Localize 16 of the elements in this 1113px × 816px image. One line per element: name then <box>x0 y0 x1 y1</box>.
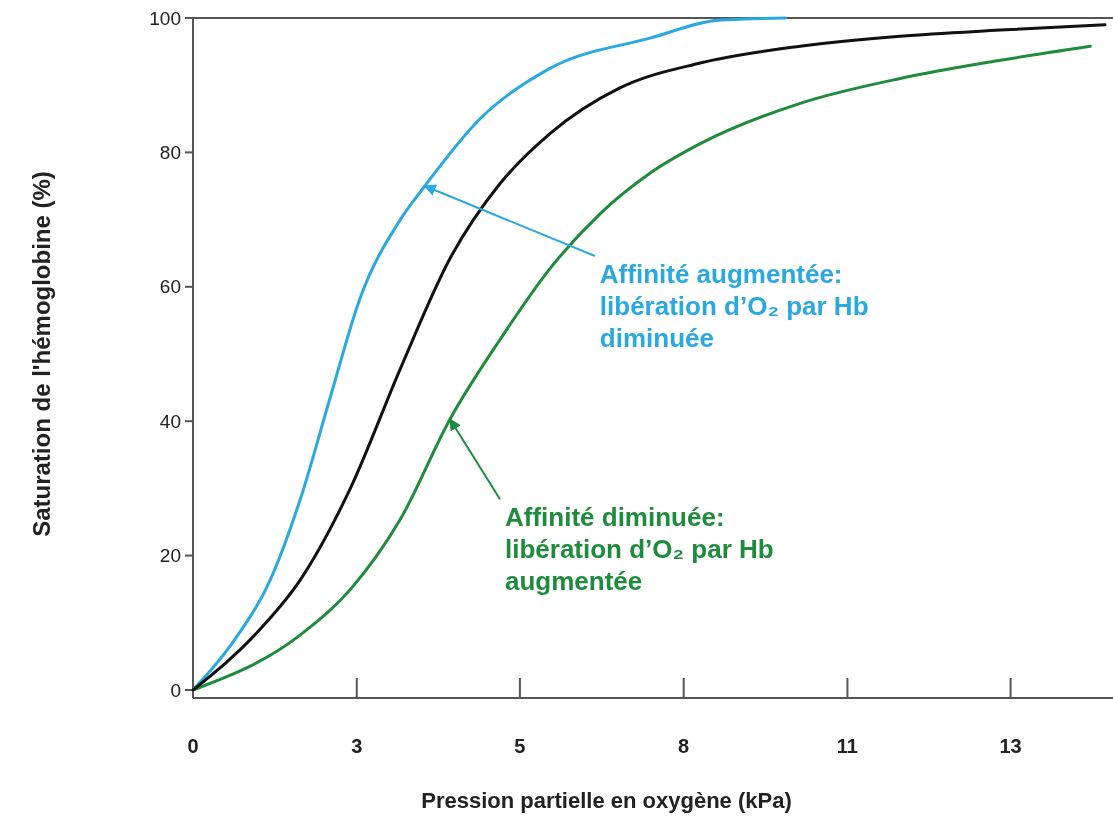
annotation: Affinité augmentée: libération d’O₂ par Hb diminuée <box>599 259 869 353</box>
y-tick-label: 100 <box>149 7 181 29</box>
y-tick-label: 80 <box>159 142 181 164</box>
x-tick-label: 3 <box>351 735 363 757</box>
x-tick-label: 5 <box>514 735 526 757</box>
x-axis-title: Pression partielle en oxygène (kPa) <box>421 788 792 813</box>
y-tick-label: 20 <box>159 545 181 567</box>
y-tick-label: 60 <box>159 276 181 298</box>
x-tick-label: 0 <box>187 735 199 757</box>
y-axis-title: Saturation de l'hémoglobine (%) <box>28 171 55 537</box>
y-tick-label: 40 <box>159 410 181 432</box>
x-tick-label: 13 <box>999 735 1022 757</box>
annotation: Affinité diminuée: libération d’O₂ par Hb augmentée <box>504 502 774 597</box>
x-tick-label: 8 <box>678 735 690 757</box>
y-tick-label: 0 <box>170 679 181 701</box>
x-tick-label: 11 <box>836 735 858 757</box>
